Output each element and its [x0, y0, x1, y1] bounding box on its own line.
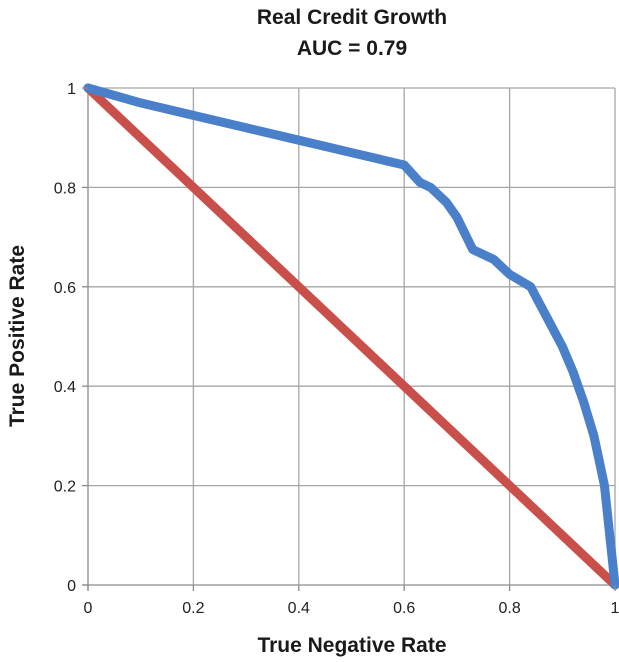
- x-tick-label: 0.2: [182, 600, 204, 617]
- y-tick-label: 0: [67, 578, 76, 595]
- y-axis-label: True Positive Rate: [6, 245, 29, 427]
- x-tick-label: 0.8: [498, 600, 520, 617]
- y-tick-label: 0.6: [54, 280, 76, 297]
- x-axis-ticks: 0 0.2 0.4 0.6 0.8 1: [84, 585, 619, 617]
- x-tick-label: 1: [611, 600, 619, 617]
- y-tick-label: 1: [67, 81, 76, 98]
- roc-curve-line: [83, 83, 619, 590]
- chart-series: [83, 83, 619, 590]
- y-tick-label: 0.8: [54, 180, 76, 197]
- diagonal-reference-line: [83, 83, 619, 590]
- chart-axes: [83, 88, 615, 590]
- y-tick-label: 0.2: [54, 479, 76, 496]
- x-tick-label: 0.4: [288, 600, 310, 617]
- y-axis-ticks: 0 0.2 0.4 0.6 0.8 1: [54, 81, 88, 595]
- x-tick-label: 0.6: [393, 600, 415, 617]
- chart-subtitle: AUC = 0.79: [297, 37, 407, 60]
- chart-title: Real Credit Growth: [257, 6, 447, 29]
- y-tick-label: 0.4: [54, 379, 76, 396]
- x-tick-label: 0: [84, 600, 93, 617]
- x-axis-label: True Negative Rate: [257, 634, 446, 657]
